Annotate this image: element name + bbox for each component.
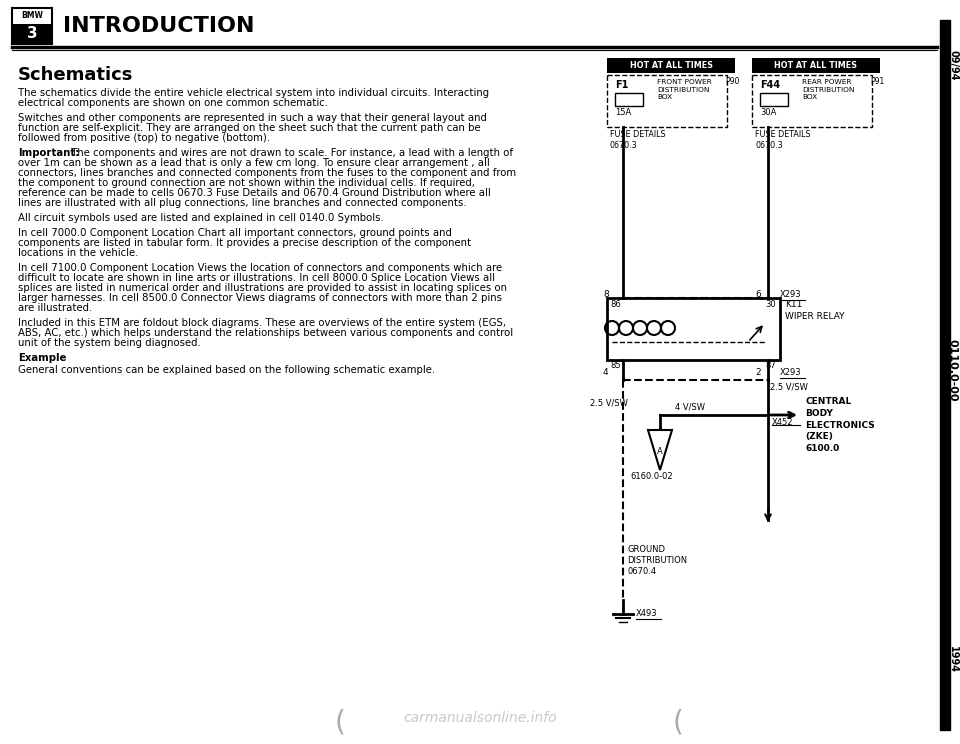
Text: 0110.0-00: 0110.0-00 bbox=[948, 339, 958, 401]
Text: X452: X452 bbox=[772, 418, 794, 427]
Text: HOT AT ALL TIMES: HOT AT ALL TIMES bbox=[775, 61, 857, 70]
Text: larger harnesses. In cell 8500.0 Connector Views diagrams of connectors with mor: larger harnesses. In cell 8500.0 Connect… bbox=[18, 293, 502, 303]
Text: 3: 3 bbox=[27, 27, 37, 42]
Text: HOT AT ALL TIMES: HOT AT ALL TIMES bbox=[630, 61, 712, 70]
Text: difficult to locate are shown in line arts or illustrations. In cell 8000.0 Spli: difficult to locate are shown in line ar… bbox=[18, 273, 495, 283]
Polygon shape bbox=[648, 430, 672, 470]
Text: 2: 2 bbox=[755, 368, 760, 377]
Text: CENTRAL
BODY
ELECTRONICS
(ZKE)
6100.0: CENTRAL BODY ELECTRONICS (ZKE) 6100.0 bbox=[805, 397, 875, 453]
Text: X293: X293 bbox=[780, 368, 802, 377]
Text: 30: 30 bbox=[765, 300, 776, 309]
Bar bbox=[615, 93, 643, 106]
Text: 15A: 15A bbox=[615, 108, 632, 117]
Text: (: ( bbox=[335, 708, 346, 736]
Bar bbox=[760, 93, 788, 106]
Text: GROUND
DISTRIBUTION
0670.4: GROUND DISTRIBUTION 0670.4 bbox=[627, 545, 687, 576]
Text: 09/94: 09/94 bbox=[948, 50, 958, 80]
Text: 4: 4 bbox=[603, 368, 609, 377]
Text: BMW: BMW bbox=[21, 11, 43, 21]
Text: All circuit symbols used are listed and explained in cell 0140.0 Symbols.: All circuit symbols used are listed and … bbox=[18, 213, 384, 223]
Text: carmanualsonline.info: carmanualsonline.info bbox=[403, 711, 557, 725]
Text: A: A bbox=[658, 447, 662, 457]
Text: K11
WIPER RELAY: K11 WIPER RELAY bbox=[785, 300, 845, 321]
Bar bbox=[752, 58, 880, 73]
Text: F1: F1 bbox=[615, 80, 629, 90]
Text: 2.5 V/SW: 2.5 V/SW bbox=[590, 398, 628, 407]
Text: 2.5 V/SW: 2.5 V/SW bbox=[770, 383, 808, 392]
Text: 30A: 30A bbox=[760, 108, 777, 117]
Text: reference can be made to cells 0670.3 Fuse Details and 0670.4 Ground Distributio: reference can be made to cells 0670.3 Fu… bbox=[18, 188, 491, 198]
Text: the component to ground connection are not shown within the individual cells. If: the component to ground connection are n… bbox=[18, 178, 475, 188]
Text: Switches and other components are represented in such a way that their general l: Switches and other components are repres… bbox=[18, 113, 487, 123]
Text: X493: X493 bbox=[636, 609, 658, 618]
Text: function are self-explicit. They are arranged on the sheet such that the current: function are self-explicit. They are arr… bbox=[18, 123, 481, 133]
Bar bbox=[12, 24, 52, 44]
Text: In cell 7000.0 Component Location Chart all important connectors, ground points : In cell 7000.0 Component Location Chart … bbox=[18, 228, 452, 238]
Text: connectors, lines branches and connected components from the fuses to the compon: connectors, lines branches and connected… bbox=[18, 168, 516, 178]
Text: electrical components are shown on one common schematic.: electrical components are shown on one c… bbox=[18, 98, 328, 108]
Text: ABS, AC, etc.) which helps understand the relationships between various componen: ABS, AC, etc.) which helps understand th… bbox=[18, 328, 514, 338]
Text: FUSE DETAILS
0670.3: FUSE DETAILS 0670.3 bbox=[610, 130, 665, 150]
Text: over 1m can be shown as a lead that is only a few cm long. To ensure clear arran: over 1m can be shown as a lead that is o… bbox=[18, 158, 490, 168]
Text: 85: 85 bbox=[610, 361, 620, 370]
Text: Important:: Important: bbox=[18, 148, 80, 158]
Text: P91: P91 bbox=[870, 77, 884, 86]
Text: Schematics: Schematics bbox=[18, 66, 133, 84]
Text: 87: 87 bbox=[765, 361, 776, 370]
Text: splices are listed in numerical order and illustrations are provided to assist i: splices are listed in numerical order an… bbox=[18, 283, 507, 293]
Bar bbox=[940, 20, 950, 730]
Text: REAR POWER
DISTRIBUTION
BOX: REAR POWER DISTRIBUTION BOX bbox=[802, 79, 854, 100]
Text: 6160.0-02: 6160.0-02 bbox=[630, 472, 673, 481]
Text: 1994: 1994 bbox=[948, 647, 958, 673]
Text: The schematics divide the entire vehicle electrical system into individual circu: The schematics divide the entire vehicle… bbox=[18, 88, 490, 98]
Text: Example: Example bbox=[18, 353, 66, 363]
Text: In cell 7100.0 Component Location Views the location of connectors and component: In cell 7100.0 Component Location Views … bbox=[18, 263, 502, 273]
Text: locations in the vehicle.: locations in the vehicle. bbox=[18, 248, 138, 258]
Text: F44: F44 bbox=[760, 80, 780, 90]
Text: 6: 6 bbox=[755, 290, 760, 299]
Text: followed from positive (top) to negative (bottom).: followed from positive (top) to negative… bbox=[18, 133, 270, 143]
Text: The components and wires are not drawn to scale. For instance, a lead with a len: The components and wires are not drawn t… bbox=[68, 148, 513, 158]
Text: General conventions can be explained based on the following schematic example.: General conventions can be explained bas… bbox=[18, 365, 435, 375]
Text: 86: 86 bbox=[610, 300, 621, 309]
Text: P90: P90 bbox=[725, 77, 739, 86]
Text: X293: X293 bbox=[780, 290, 802, 299]
Text: INTRODUCTION: INTRODUCTION bbox=[63, 16, 254, 36]
Text: unit of the system being diagnosed.: unit of the system being diagnosed. bbox=[18, 338, 201, 348]
Text: Included in this ETM are foldout block diagrams. These are overviews of the enti: Included in this ETM are foldout block d… bbox=[18, 318, 506, 328]
Bar bbox=[607, 298, 780, 360]
Bar bbox=[607, 58, 735, 73]
Text: lines are illustrated with all plug connections, line branches and connected com: lines are illustrated with all plug conn… bbox=[18, 198, 467, 208]
Text: 4 V/SW: 4 V/SW bbox=[675, 403, 705, 412]
Text: are illustrated.: are illustrated. bbox=[18, 303, 92, 313]
Text: FRONT POWER
DISTRIBUTION
BOX: FRONT POWER DISTRIBUTION BOX bbox=[657, 79, 711, 100]
Bar bbox=[752, 75, 872, 127]
Text: components are listed in tabular form. It provides a precise description of the : components are listed in tabular form. I… bbox=[18, 238, 471, 248]
Text: FUSE DETAILS
0670.3: FUSE DETAILS 0670.3 bbox=[755, 130, 810, 150]
Text: (: ( bbox=[673, 708, 684, 736]
Bar bbox=[12, 8, 52, 44]
Bar bbox=[607, 75, 727, 127]
Text: 8: 8 bbox=[603, 290, 609, 299]
